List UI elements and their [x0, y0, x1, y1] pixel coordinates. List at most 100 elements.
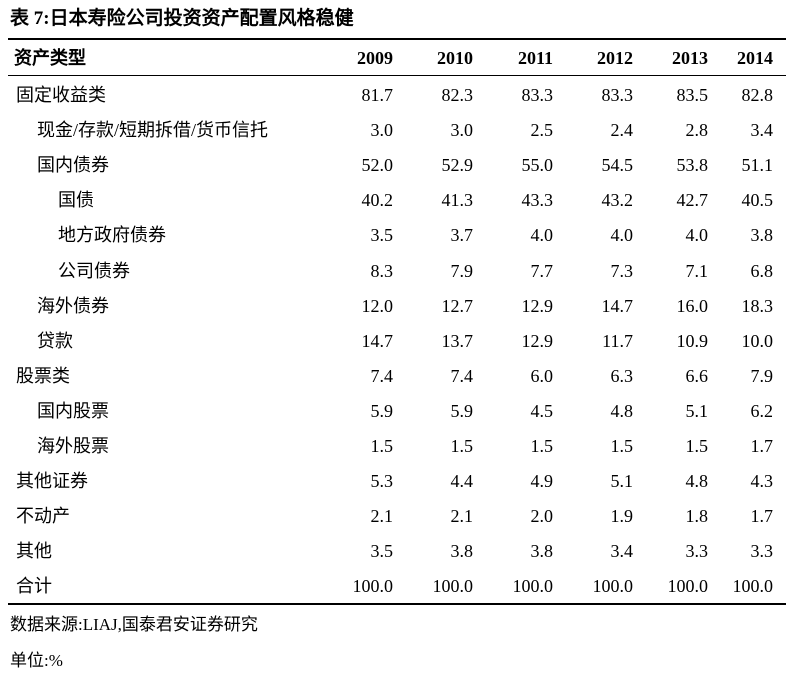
cell: 3.7	[450, 225, 474, 246]
cell: 2.0	[530, 506, 554, 527]
cell: 5.9	[450, 400, 474, 421]
cell: 12.7	[441, 295, 474, 316]
row-label: 海外债券	[37, 295, 109, 316]
top-rule	[8, 38, 786, 40]
cell: 1.8	[685, 506, 709, 527]
cell: 4.0	[685, 225, 709, 246]
cell: 2.5	[530, 120, 554, 141]
cell: 12.9	[521, 295, 554, 316]
cell: 1.7	[750, 506, 774, 527]
row-label: 公司债券	[58, 260, 130, 281]
cell: 6.6	[685, 365, 709, 386]
cell: 7.7	[530, 260, 554, 281]
cell: 3.5	[370, 541, 394, 562]
header-cell: 2009	[357, 48, 393, 68]
cell: 12.0	[361, 295, 394, 316]
cell: 4.8	[610, 400, 634, 421]
cell: 7.4	[450, 365, 474, 386]
header-cell: 2014	[737, 48, 773, 68]
row-label: 其他证券	[16, 471, 88, 492]
cell: 3.4	[750, 120, 774, 141]
title: 表 7:日本寿险公司投资资产配置风格稳健	[10, 8, 354, 29]
cell: 10.0	[741, 330, 774, 351]
row-label: 地方政府债券	[58, 225, 166, 246]
cell: 3.0	[450, 120, 474, 141]
cell: 3.3	[685, 541, 709, 562]
cell: 7.3	[610, 260, 634, 281]
cell: 4.9	[530, 471, 554, 492]
cell: 1.5	[370, 436, 394, 456]
cell: 43.3	[521, 190, 554, 211]
cell: 1.5	[685, 436, 709, 456]
cell: 8.3	[370, 260, 394, 281]
row-label: 股票类	[16, 365, 70, 386]
cell: 14.7	[601, 295, 634, 316]
cell: 4.5	[530, 400, 554, 421]
source-note: 数据来源:LIAJ,国泰君安证券研究	[10, 615, 258, 634]
cell: 3.8	[530, 541, 554, 562]
cell: 2.4	[610, 120, 634, 141]
cell: 4.0	[530, 225, 554, 246]
cell: 4.3	[750, 471, 774, 492]
cell: 82.8	[741, 85, 774, 105]
cell: 3.3	[750, 541, 774, 562]
header-cell: 2010	[437, 48, 473, 68]
cell: 6.8	[750, 260, 774, 281]
cell: 55.0	[521, 155, 554, 176]
cell: 5.1	[610, 471, 634, 492]
cell: 18.3	[741, 295, 774, 316]
cell: 6.0	[530, 365, 554, 386]
row-label: 海外股票	[37, 436, 109, 456]
cell: 13.7	[441, 330, 474, 351]
row-label: 国内债券	[37, 155, 109, 176]
cell: 82.3	[441, 85, 474, 105]
cell: 6.3	[610, 365, 634, 386]
cell: 1.9	[610, 506, 634, 527]
cell: 100.0	[352, 576, 394, 597]
cell: 43.2	[601, 190, 634, 211]
cell: 2.8	[685, 120, 709, 141]
cell: 100.0	[512, 576, 554, 597]
row-label: 固定收益类	[16, 85, 106, 105]
cell: 2.1	[370, 506, 394, 527]
cell: 52.9	[441, 155, 474, 176]
row-label: 其他	[16, 541, 52, 562]
cell: 42.7	[676, 190, 709, 211]
cell: 100.0	[667, 576, 709, 597]
row-label: 国内股票	[37, 400, 109, 421]
cell: 3.8	[750, 225, 774, 246]
cell: 11.7	[602, 330, 633, 351]
cell: 7.9	[450, 260, 474, 281]
cell: 40.2	[361, 190, 394, 211]
cell: 4.4	[450, 471, 474, 492]
cell: 40.5	[741, 190, 774, 211]
cell: 83.3	[521, 85, 554, 105]
cell: 14.7	[361, 330, 394, 351]
cell: 7.1	[685, 260, 709, 281]
cell: 54.5	[601, 155, 634, 176]
cell: 1.5	[610, 436, 634, 456]
cell: 83.5	[676, 85, 709, 105]
cell: 53.8	[676, 155, 709, 176]
cell: 5.3	[370, 471, 394, 492]
row-label: 贷款	[37, 330, 73, 351]
cell: 5.1	[685, 400, 709, 421]
cell: 1.5	[450, 436, 474, 456]
header-cell: 2013	[672, 48, 708, 68]
cell: 52.0	[361, 155, 394, 176]
header-cell: 资产类型	[14, 48, 86, 68]
header-rule	[8, 75, 786, 76]
cell: 10.9	[676, 330, 709, 351]
cell: 3.5	[370, 225, 394, 246]
header-cell: 2011	[517, 48, 553, 68]
cell: 3.4	[610, 541, 634, 562]
cell: 3.0	[370, 120, 394, 141]
header-cell: 2012	[597, 48, 633, 68]
cell: 1.7	[750, 436, 774, 456]
unit-note: 单位:%	[10, 651, 63, 670]
cell: 100.0	[432, 576, 474, 597]
cell: 7.9	[750, 365, 774, 386]
cell: 5.9	[370, 400, 394, 421]
bottom-rule	[8, 603, 786, 605]
